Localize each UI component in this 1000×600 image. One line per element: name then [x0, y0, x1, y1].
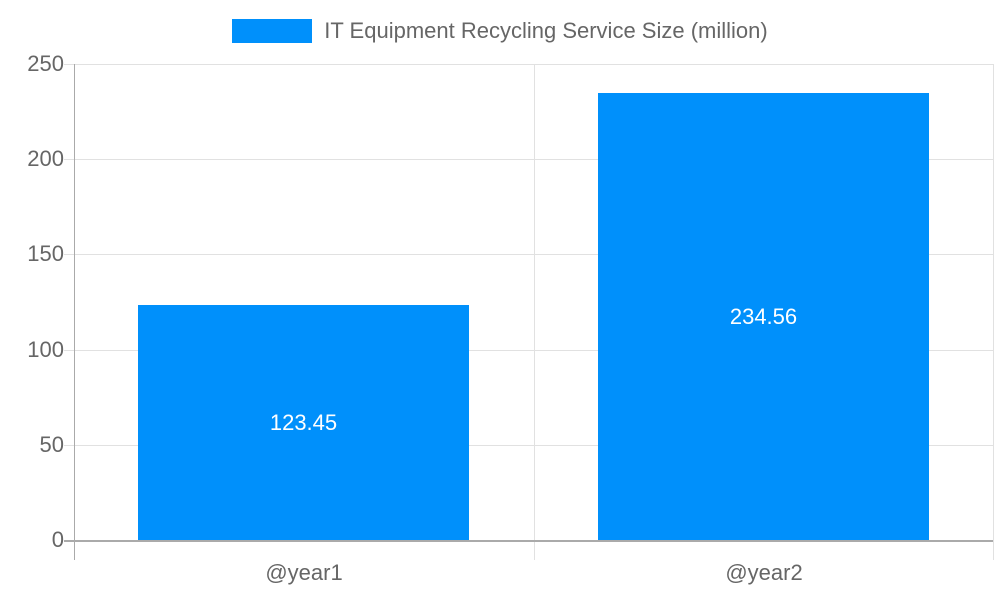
- bar-year2[interactable]: 234.56: [598, 93, 929, 540]
- x-tick-label: @year2: [725, 560, 803, 585]
- y-tick-label: 50: [39, 432, 64, 457]
- y-tick-label: 0: [51, 527, 64, 552]
- bar-year1[interactable]: 123.45: [138, 305, 469, 540]
- grid-line: [64, 350, 993, 351]
- plot-area: 123.45 234.56: [64, 64, 994, 560]
- y-tick-label: 200: [27, 146, 64, 171]
- x-axis: [64, 540, 993, 542]
- x-tick-label: @year1: [265, 560, 343, 585]
- grid-line: [64, 64, 993, 65]
- y-tick-label: 150: [27, 241, 64, 266]
- grid-line: [534, 64, 535, 560]
- y-tick-label: 100: [27, 337, 64, 362]
- y-tick-label: 250: [27, 51, 64, 76]
- legend-swatch[interactable]: [232, 19, 313, 43]
- y-axis: [74, 64, 75, 560]
- grid-line: [64, 254, 993, 255]
- grid-line: [64, 445, 993, 446]
- chart-legend: IT Equipment Recycling Service Size (mil…: [0, 18, 1000, 44]
- bar-value-label: 234.56: [729, 303, 798, 329]
- grid-line: [64, 159, 993, 160]
- legend-label: IT Equipment Recycling Service Size (mil…: [324, 18, 768, 43]
- grid-line: [993, 64, 994, 560]
- bar-value-label: 123.45: [269, 409, 338, 435]
